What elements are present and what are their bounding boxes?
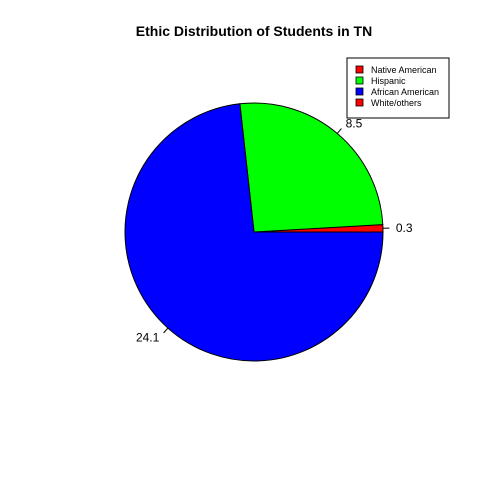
pie-slices — [124, 102, 384, 362]
legend-label: African American — [371, 87, 439, 97]
slice-labels: 0.3 8.5 24.1 — [136, 117, 413, 345]
legend-swatch — [355, 76, 364, 85]
slice-label-tick — [336, 128, 342, 134]
legend-swatch — [355, 65, 364, 74]
slice-value-label: 0.3 — [396, 221, 413, 235]
legend-label: White/others — [371, 98, 422, 108]
legend-swatch — [355, 87, 364, 96]
slice-label-tick — [163, 327, 169, 334]
pie-slice-hispanic — [239, 102, 384, 233]
slice-value-label: 8.5 — [346, 117, 363, 131]
slice-value-label: 24.1 — [136, 331, 160, 345]
legend-swatch — [355, 98, 364, 107]
pie-slice-african-american — [124, 103, 384, 362]
legend-label: Hispanic — [371, 76, 406, 86]
chart-title: Ethic Distribution of Students in TN — [136, 23, 372, 39]
legend-box — [346, 57, 450, 119]
legend-label: Native American — [371, 65, 437, 75]
